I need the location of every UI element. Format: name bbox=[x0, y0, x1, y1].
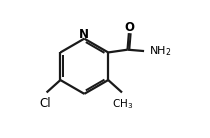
Text: N: N bbox=[79, 28, 89, 41]
Text: O: O bbox=[124, 21, 134, 34]
Text: CH$_3$: CH$_3$ bbox=[112, 97, 133, 111]
Text: NH$_2$: NH$_2$ bbox=[149, 44, 172, 58]
Text: Cl: Cl bbox=[39, 97, 51, 110]
